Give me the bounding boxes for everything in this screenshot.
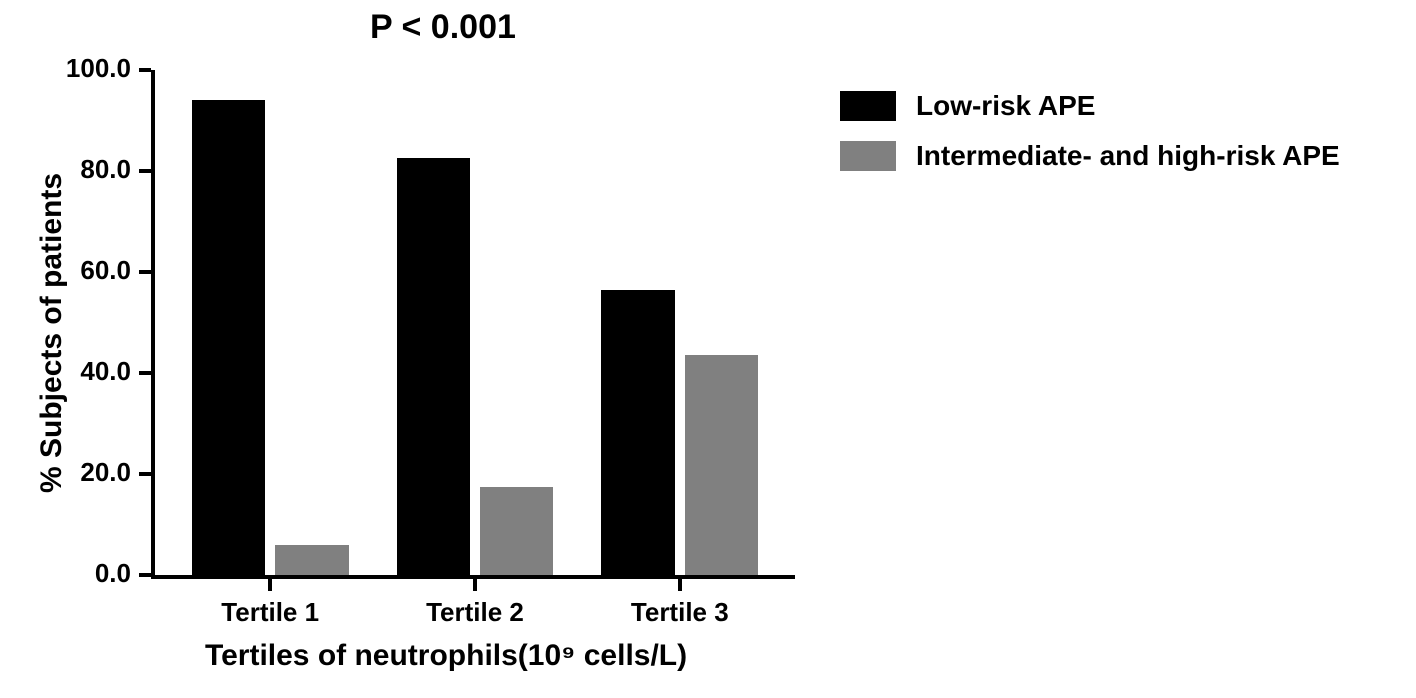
bar (275, 545, 349, 575)
y-tick-label: 100.0 (0, 53, 131, 84)
y-axis-title: % Subjects of patients (35, 172, 69, 492)
bar (601, 290, 675, 575)
x-tick-label: Tertile 2 (426, 597, 524, 628)
p-value-title: P < 0.001 (370, 8, 516, 47)
legend-swatch (840, 91, 896, 121)
y-tick (139, 472, 151, 476)
bar (685, 355, 759, 575)
x-tick (473, 579, 477, 591)
plot-area (155, 70, 795, 575)
y-tick (139, 371, 151, 375)
bar (397, 158, 471, 575)
x-tick-label: Tertile 3 (631, 597, 729, 628)
x-tick (678, 579, 682, 591)
bar (192, 100, 266, 575)
x-tick (268, 579, 272, 591)
x-tick-label: Tertile 1 (221, 597, 319, 628)
legend-label: Intermediate- and high-risk APE (916, 140, 1340, 172)
legend-swatch (840, 141, 896, 171)
y-tick (139, 270, 151, 274)
y-tick (139, 169, 151, 173)
chart-container: P < 0.001 0.020.040.060.080.0100.0 Terti… (0, 0, 1416, 698)
x-axis-title: Tertiles of neutrophils(10⁹ cells/L) (205, 639, 687, 673)
y-axis-line (151, 70, 155, 579)
legend-item: Low-risk APE (840, 90, 1340, 122)
legend: Low-risk APE Intermediate- and high-risk … (840, 90, 1340, 190)
bar (480, 487, 554, 575)
y-tick (139, 573, 151, 577)
y-tick-label: 0.0 (0, 558, 131, 589)
legend-item: Intermediate- and high-risk APE (840, 140, 1340, 172)
legend-label: Low-risk APE (916, 90, 1095, 122)
y-tick (139, 68, 151, 72)
